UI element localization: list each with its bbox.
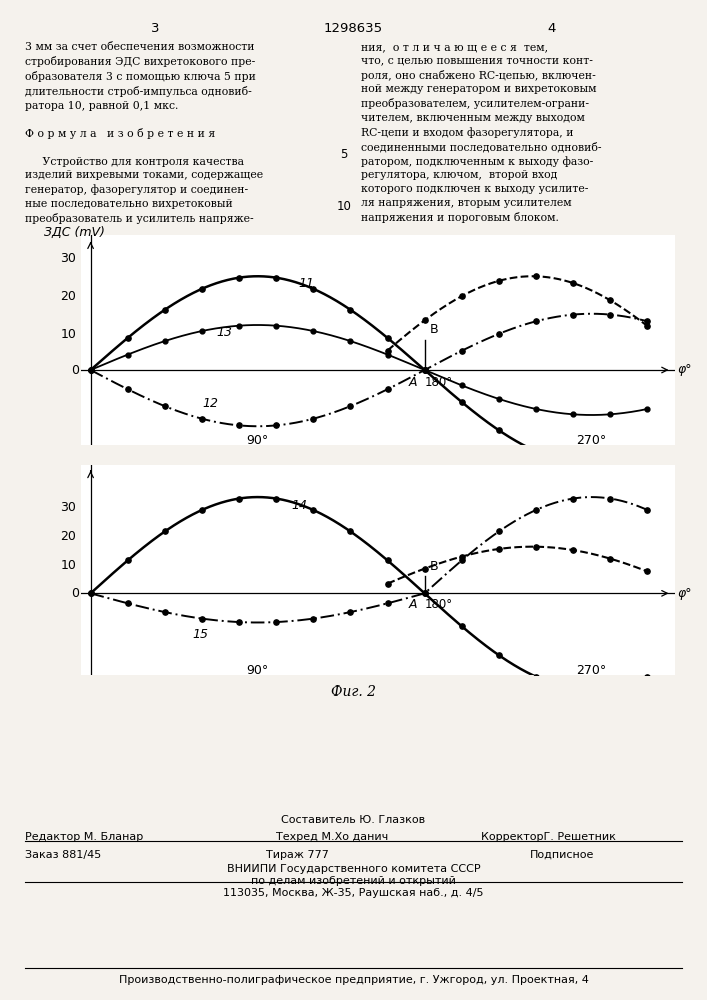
Text: 3 мм за счет обеспечения возможности
стробирования ЭДС вихретокового пре-
образо: 3 мм за счет обеспечения возможности стр… [25,42,263,224]
Text: Фиг. 2: Фиг. 2 [331,685,376,699]
Text: Производственно-полиграфическое предприятие, г. Ужгород, ул. Проектная, 4: Производственно-полиграфическое предприя… [119,975,588,985]
Text: ЗДС (mV): ЗДС (mV) [45,226,105,239]
Text: φ°: φ° [677,587,691,600]
Text: A: A [409,376,417,389]
Text: 11: 11 [298,277,315,290]
Text: 15: 15 [192,628,209,641]
Text: Заказ 881/45: Заказ 881/45 [25,850,101,860]
Text: Тираж 777: Тираж 777 [266,850,328,860]
Text: 1298635: 1298635 [324,22,383,35]
Text: B: B [430,323,439,336]
Text: B: B [430,560,439,573]
Text: 180°: 180° [425,376,452,389]
Text: 0: 0 [71,587,79,600]
Text: 14: 14 [291,499,307,512]
Text: A: A [409,598,417,611]
Text: Подписное: Подписное [530,850,595,860]
Text: по делам изобретений и открытий: по делам изобретений и открытий [251,876,456,886]
Text: 180°: 180° [425,598,452,611]
Text: ния,  о т л и ч а ю щ е е с я  тем,
что, с целью повышения точности конт-
роля, : ния, о т л и ч а ю щ е е с я тем, что, с… [361,42,601,223]
Text: 13: 13 [217,326,233,339]
Text: 5: 5 [341,148,348,161]
Text: 10: 10 [337,200,352,214]
Text: 3: 3 [151,22,160,35]
Text: 113035, Москва, Ж-35, Раушская наб., д. 4/5: 113035, Москва, Ж-35, Раушская наб., д. … [223,888,484,898]
Text: 12: 12 [202,397,218,410]
Text: Составитель Ю. Глазков: Составитель Ю. Глазков [281,815,426,825]
Text: ВНИИПИ Государственного комитета СССР: ВНИИПИ Государственного комитета СССР [227,864,480,874]
Text: 0: 0 [71,363,79,376]
Text: КорректорГ. Решетник: КорректорГ. Решетник [481,832,616,842]
Text: Техред М.Хо данич: Техред М.Хо данич [276,832,388,842]
Text: φ°: φ° [677,363,691,376]
Text: Редактор М. Бланар: Редактор М. Бланар [25,832,143,842]
Text: 4: 4 [547,22,556,35]
